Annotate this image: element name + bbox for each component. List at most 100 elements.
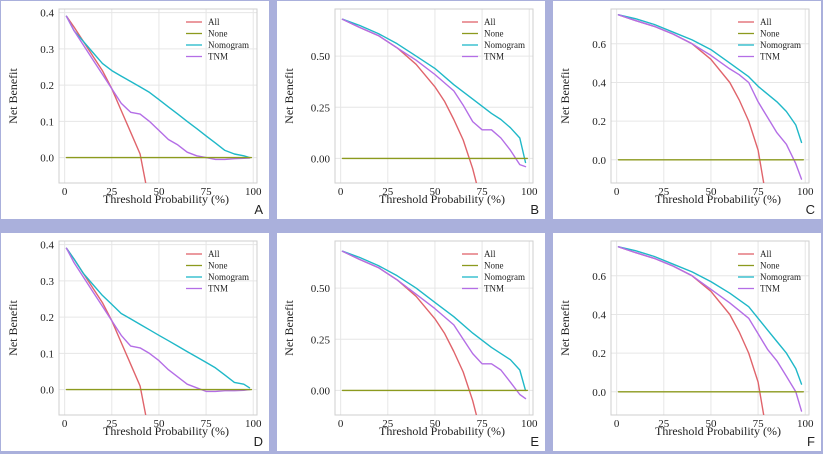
y-tick-label: 0.50 (311, 283, 331, 295)
series-line-nomogram (65, 15, 251, 159)
series-line-tnm (617, 246, 803, 412)
x-tick-label: 0 (338, 418, 344, 430)
legend-label-all: All (760, 249, 772, 259)
legend-label-nomogram: Nomogram (484, 272, 525, 282)
y-tick-label: 0.3 (40, 276, 54, 288)
series-line-tnm (65, 247, 251, 393)
x-axis-title: Threshold Probability (%) (103, 192, 229, 206)
y-tick-label: 0.4 (40, 240, 54, 252)
legend-label-none: None (208, 261, 228, 271)
legend-label-nomogram: Nomogram (208, 272, 249, 282)
legend-label-none: None (760, 261, 780, 271)
series-line-all (65, 15, 147, 183)
x-tick-label: 100 (797, 186, 814, 198)
legend-label-tnm: TNM (484, 284, 504, 294)
y-tick-label: 0.2 (592, 116, 606, 128)
series-lines (341, 250, 529, 415)
y-tick-label: 0.25 (311, 334, 331, 346)
y-axis-title: Net Benefit (6, 300, 20, 356)
legend-label-all: All (484, 17, 496, 27)
x-tick-label: 0 (614, 186, 620, 198)
chart-panel-e: 0 25 50 75 100 0.00 0.25 0.50 Threshold Probabil… (277, 233, 545, 451)
legend-label-nomogram: Nomogram (484, 40, 525, 50)
legend-label-none: None (208, 29, 228, 39)
x-axis-title: Threshold Probability (%) (379, 192, 505, 206)
x-axis-title: Threshold Probability (%) (655, 192, 781, 206)
panel-letter: A (254, 202, 263, 217)
series-lines (65, 247, 253, 415)
legend-label-nomogram: Nomogram (760, 272, 801, 282)
y-tick-label: 0.00 (311, 385, 331, 397)
series-line-tnm (341, 250, 527, 400)
y-tick-label: 0.3 (40, 44, 54, 56)
y-axis-title: Net Benefit (558, 300, 572, 356)
x-tick-label: 50 (153, 186, 165, 198)
y-tick-label: 0.50 (311, 51, 331, 63)
series-line-tnm (341, 18, 527, 168)
x-tick-label: 75 (477, 186, 489, 198)
legend-label-tnm: TNM (760, 284, 780, 294)
panel-letter: E (530, 434, 539, 449)
legend-label-tnm: TNM (208, 52, 228, 62)
plot-frame (334, 240, 534, 416)
y-tick-label: 0.0 (40, 385, 54, 397)
x-tick-label: 50 (429, 186, 441, 198)
series-line-nomogram (341, 18, 527, 164)
x-tick-label: 100 (521, 418, 538, 430)
legend-label-nomogram: Nomogram (208, 40, 249, 50)
x-tick-label: 75 (201, 186, 213, 198)
x-tick-label: 50 (429, 418, 441, 430)
legend-label-all: All (484, 249, 496, 259)
legend-label-none: None (760, 29, 780, 39)
x-tick-label: 25 (106, 186, 118, 198)
legend-label-all: All (760, 17, 772, 27)
x-tick-label: 25 (382, 418, 394, 430)
chart-svg: 0 25 50 75 100 0.0 0.1 0.2 0.3 0.4 Threshold Proba… (6, 240, 263, 449)
gridlines (611, 9, 809, 183)
y-tick-label: 0.1 (40, 348, 54, 360)
y-tick-label: 0.1 (40, 116, 54, 128)
x-tick-label: 0 (614, 418, 620, 430)
x-tick-label: 50 (705, 418, 717, 430)
y-tick-label: 0.0 (592, 155, 606, 167)
y-axis-title: Net Benefit (558, 68, 572, 124)
y-axis-title: Net Benefit (6, 68, 20, 124)
y-tick-label: 0.6 (592, 271, 606, 283)
chart-svg: 0 25 50 75 100 0.00 0.25 0.50 Threshold Probabil… (282, 240, 539, 449)
y-tick-label: 0.2 (592, 348, 606, 360)
series-line-tnm (617, 14, 803, 180)
x-tick-label: 25 (658, 418, 670, 430)
y-tick-label: 0.4 (592, 309, 606, 321)
x-axis-title: Threshold Probability (%) (103, 424, 229, 438)
chart-svg: 0 25 50 75 100 0.00 0.25 0.50 Threshold Probabil… (282, 8, 539, 217)
chart-svg: 0 25 50 75 100 0.0 0.2 0.4 0.6 Threshold Probabil… (558, 240, 815, 449)
y-tick-label: 0.0 (40, 153, 54, 165)
x-tick-label: 25 (382, 186, 394, 198)
plot-frame (58, 240, 258, 416)
y-axis-title: Net Benefit (282, 300, 296, 356)
x-tick-label: 25 (658, 186, 670, 198)
plot-frame (58, 8, 258, 184)
x-tick-label: 0 (62, 418, 68, 430)
x-axis-title: Threshold Probability (%) (655, 424, 781, 438)
panel-letter: F (807, 434, 815, 449)
series-line-tnm (65, 15, 251, 161)
legend-label-tnm: TNM (484, 52, 504, 62)
series-line-nomogram (341, 250, 527, 392)
legend-label-none: None (484, 29, 504, 39)
panel-letter: B (530, 202, 539, 217)
legend-label-all: All (208, 249, 220, 259)
x-tick-label: 100 (245, 186, 262, 198)
x-tick-label: 100 (245, 418, 262, 430)
legend-label-tnm: TNM (208, 284, 228, 294)
x-tick-label: 50 (705, 186, 717, 198)
series-lines (341, 18, 529, 183)
x-tick-label: 50 (153, 418, 165, 430)
series-line-nomogram (617, 246, 803, 385)
y-tick-label: 0.6 (592, 39, 606, 51)
